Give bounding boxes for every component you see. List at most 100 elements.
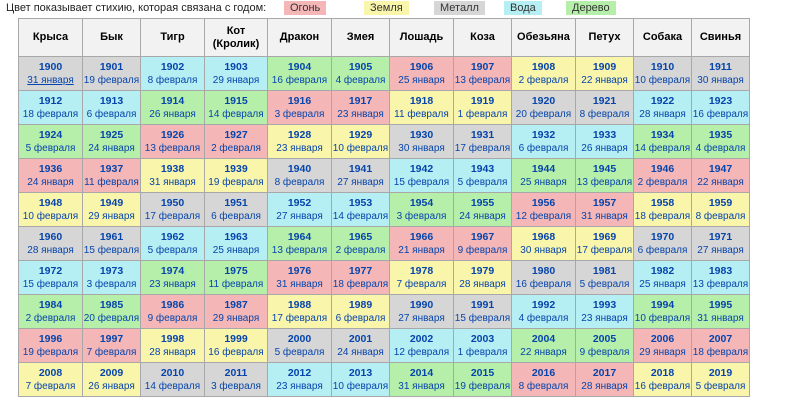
year-link[interactable]: 1943 <box>470 163 495 175</box>
year-link[interactable]: 1953 <box>348 197 373 209</box>
year-link[interactable]: 2012 <box>287 367 312 379</box>
year-link[interactable]: 1930 <box>409 129 434 141</box>
year-link[interactable]: 1989 <box>348 299 373 311</box>
year-link[interactable]: 1997 <box>99 333 124 345</box>
year-link[interactable]: 1942 <box>409 163 434 175</box>
year-link[interactable]: 1905 <box>348 61 373 73</box>
year-link[interactable]: 1900 <box>38 61 63 73</box>
year-link[interactable]: 1960 <box>38 231 63 243</box>
year-link[interactable]: 1925 <box>99 129 124 141</box>
year-link[interactable]: 2013 <box>348 367 373 379</box>
year-link[interactable]: 1941 <box>348 163 373 175</box>
year-link[interactable]: 2009 <box>99 367 124 379</box>
year-link[interactable]: 1951 <box>224 197 248 209</box>
year-link[interactable]: 1949 <box>99 197 124 209</box>
year-link[interactable]: 1929 <box>348 129 373 141</box>
year-link[interactable]: 1972 <box>38 265 63 277</box>
year-link[interactable]: 1911 <box>709 61 732 73</box>
year-link[interactable]: 1944 <box>531 163 556 175</box>
year-link[interactable]: 1950 <box>160 197 185 209</box>
year-link[interactable]: 1955 <box>470 197 495 209</box>
year-link[interactable]: 2010 <box>160 367 185 379</box>
year-link[interactable]: 1957 <box>592 197 617 209</box>
year-link[interactable]: 2006 <box>650 333 675 345</box>
year-link[interactable]: 1908 <box>531 61 556 73</box>
year-link[interactable]: 1909 <box>592 61 617 73</box>
year-link[interactable]: 1988 <box>287 299 312 311</box>
year-link[interactable]: 1945 <box>592 163 617 175</box>
year-link[interactable]: 2019 <box>708 367 733 379</box>
year-link[interactable]: 1986 <box>160 299 185 311</box>
year-link[interactable]: 1906 <box>409 61 434 73</box>
year-link[interactable]: 1987 <box>224 299 248 311</box>
year-link[interactable]: 1990 <box>409 299 434 311</box>
year-link[interactable]: 1982 <box>650 265 675 277</box>
year-link[interactable]: 1968 <box>531 231 556 243</box>
year-link[interactable]: 1920 <box>531 95 556 107</box>
year-link[interactable]: 1978 <box>409 265 434 277</box>
year-link[interactable]: 1965 <box>348 231 373 243</box>
year-link[interactable]: 1994 <box>650 299 675 311</box>
year-link[interactable]: 1915 <box>224 95 248 107</box>
year-link[interactable]: 1903 <box>224 61 248 73</box>
year-link[interactable]: 1959 <box>708 197 733 209</box>
year-link[interactable]: 1921 <box>592 95 617 107</box>
year-link[interactable]: 1912 <box>38 95 63 107</box>
year-link[interactable]: 1937 <box>99 163 124 175</box>
year-link[interactable]: 1940 <box>287 163 312 175</box>
year-link[interactable]: 1904 <box>287 61 312 73</box>
year-link[interactable]: 1962 <box>160 231 185 243</box>
year-link[interactable]: 2004 <box>531 333 556 345</box>
year-link[interactable]: 1926 <box>160 129 185 141</box>
year-link[interactable]: 1998 <box>160 333 185 345</box>
year-link[interactable]: 1901 <box>99 61 124 73</box>
year-link[interactable]: 1992 <box>531 299 556 311</box>
year-link[interactable]: 1919 <box>470 95 495 107</box>
year-link[interactable]: 1910 <box>650 61 675 73</box>
year-link[interactable]: 1956 <box>531 197 556 209</box>
year-link[interactable]: 1902 <box>160 61 185 73</box>
year-link[interactable]: 2015 <box>470 367 495 379</box>
year-link[interactable]: 2016 <box>531 367 556 379</box>
year-link[interactable]: 1913 <box>99 95 124 107</box>
year-link[interactable]: 1936 <box>38 163 63 175</box>
year-link[interactable]: 1979 <box>470 265 495 277</box>
year-link[interactable]: 1916 <box>287 95 312 107</box>
year-link[interactable]: 1966 <box>409 231 434 243</box>
year-link[interactable]: 1985 <box>99 299 124 311</box>
year-link[interactable]: 1931 <box>470 129 495 141</box>
year-link[interactable]: 2005 <box>592 333 617 345</box>
year-link[interactable]: 1975 <box>224 265 248 277</box>
year-link[interactable]: 1923 <box>708 95 733 107</box>
year-link[interactable]: 2000 <box>287 333 312 345</box>
year-link[interactable]: 2014 <box>409 367 434 379</box>
year-link[interactable]: 1938 <box>160 163 185 175</box>
year-link[interactable]: 1954 <box>409 197 434 209</box>
year-link[interactable]: 1981 <box>592 265 617 277</box>
year-link[interactable]: 1948 <box>38 197 63 209</box>
year-link[interactable]: 1991 <box>470 299 495 311</box>
year-link[interactable]: 1963 <box>224 231 248 243</box>
year-link[interactable]: 1993 <box>592 299 617 311</box>
year-link[interactable]: 1918 <box>409 95 434 107</box>
year-link[interactable]: 1933 <box>592 129 617 141</box>
year-link[interactable]: 1980 <box>531 265 556 277</box>
year-link[interactable]: 1974 <box>160 265 185 277</box>
year-link[interactable]: 1927 <box>224 129 248 141</box>
year-link[interactable]: 1958 <box>650 197 675 209</box>
year-link[interactable]: 1999 <box>224 333 248 345</box>
year-link[interactable]: 1969 <box>592 231 617 243</box>
year-link[interactable]: 1964 <box>287 231 312 243</box>
year-link[interactable]: 2011 <box>224 367 248 379</box>
year-link[interactable]: 1932 <box>531 129 556 141</box>
year-link[interactable]: 1995 <box>708 299 733 311</box>
year-link[interactable]: 1952 <box>287 197 312 209</box>
year-link[interactable]: 1935 <box>708 129 733 141</box>
new-year-date[interactable]: 31 января <box>27 75 74 86</box>
year-link[interactable]: 2007 <box>708 333 733 345</box>
year-link[interactable]: 1928 <box>287 129 312 141</box>
year-link[interactable]: 2003 <box>470 333 495 345</box>
year-link[interactable]: 1907 <box>470 61 495 73</box>
year-link[interactable]: 1917 <box>348 95 373 107</box>
year-link[interactable]: 1971 <box>708 231 733 243</box>
